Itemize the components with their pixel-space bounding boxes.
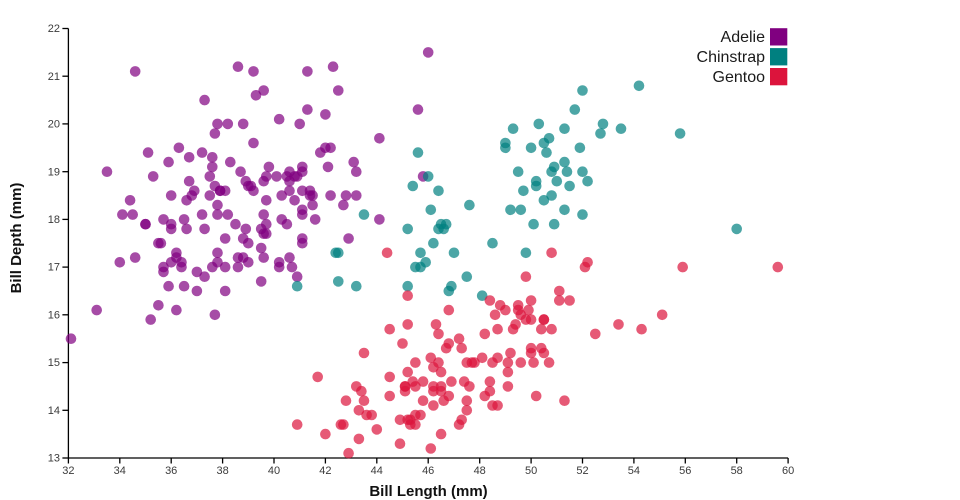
svg-text:21: 21 bbox=[48, 71, 60, 83]
svg-text:Gentoo: Gentoo bbox=[713, 69, 766, 86]
svg-text:54: 54 bbox=[628, 465, 640, 477]
svg-text:18: 18 bbox=[48, 214, 60, 226]
svg-text:20: 20 bbox=[48, 119, 60, 131]
svg-text:36: 36 bbox=[165, 465, 177, 477]
svg-text:32: 32 bbox=[62, 465, 74, 477]
svg-text:56: 56 bbox=[679, 465, 691, 477]
svg-text:19: 19 bbox=[48, 166, 60, 178]
svg-text:22: 22 bbox=[48, 23, 60, 35]
svg-text:44: 44 bbox=[371, 465, 383, 477]
svg-text:Bill Depth (mm): Bill Depth (mm) bbox=[8, 183, 25, 294]
svg-text:46: 46 bbox=[422, 465, 434, 477]
svg-text:15: 15 bbox=[48, 357, 60, 369]
svg-text:Chinstrap: Chinstrap bbox=[697, 49, 766, 66]
svg-text:Bill Length (mm): Bill Length (mm) bbox=[369, 483, 487, 500]
svg-text:60: 60 bbox=[782, 465, 794, 477]
svg-text:34: 34 bbox=[114, 465, 126, 477]
svg-text:48: 48 bbox=[474, 465, 486, 477]
svg-text:Adelie: Adelie bbox=[721, 29, 766, 46]
svg-text:16: 16 bbox=[48, 309, 60, 321]
svg-text:50: 50 bbox=[525, 465, 537, 477]
svg-text:42: 42 bbox=[319, 465, 331, 477]
svg-text:52: 52 bbox=[576, 465, 588, 477]
svg-text:40: 40 bbox=[268, 465, 280, 477]
svg-text:14: 14 bbox=[48, 405, 60, 417]
svg-text:58: 58 bbox=[731, 465, 743, 477]
svg-text:17: 17 bbox=[48, 262, 60, 274]
svg-text:38: 38 bbox=[216, 465, 228, 477]
svg-text:13: 13 bbox=[48, 453, 60, 465]
